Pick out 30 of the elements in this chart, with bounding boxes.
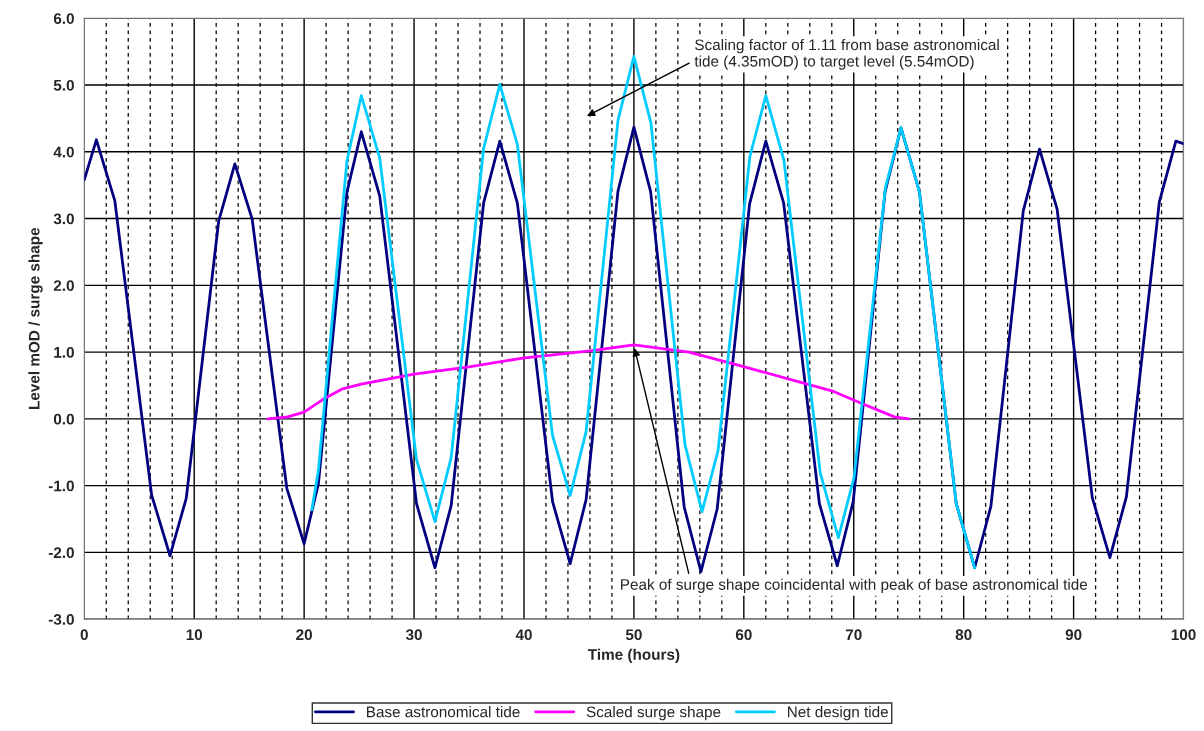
x-tick-label: 50: [625, 629, 642, 641]
legend-label: Base astronomical tide: [367, 706, 520, 718]
x-tick-label: 100: [1171, 629, 1196, 641]
x-tick-label: 80: [955, 629, 972, 641]
annotation: Scaling factor of 1.11 from base astronomical tide (4.35mOD) to target level (5.54mOD): [694, 38, 999, 70]
x-tick-label: 40: [515, 629, 532, 641]
y-tick-label: 1.0: [54, 346, 74, 358]
annotation: Peak of surge shape coincidental with peak of base astronomical tide: [621, 578, 1088, 593]
y-tick-label: -2.0: [48, 547, 74, 559]
y-tick-label: 6.0: [53, 13, 74, 24]
y-tick-label: -1.0: [48, 480, 74, 492]
x-tick-label: 0: [80, 629, 88, 641]
y-tick-label: -3.0: [48, 614, 74, 625]
y-tick-label: 4.0: [53, 146, 74, 158]
legend-label: Net design tide: [787, 706, 888, 721]
x-tick-label: 90: [1065, 629, 1082, 641]
y-tick-label: 0.0: [53, 413, 74, 425]
line-series: [310, 54, 977, 570]
line-series: [266, 343, 911, 421]
y-tick-label: 2.0: [53, 280, 74, 292]
y-tick-label: 3.0: [53, 213, 74, 225]
y-axis-title: Level mOD / surge shape: [28, 227, 43, 409]
x-tick-label: 30: [405, 629, 422, 641]
x-tick-label: 10: [186, 629, 203, 641]
x-tick-label: 60: [735, 629, 752, 641]
legend-label: Scaled surge shape: [586, 706, 721, 721]
x-axis-title: Time (hours): [587, 648, 680, 663]
y-tick-label: 5.0: [53, 79, 74, 91]
x-tick-label: 70: [845, 629, 862, 641]
x-tick-label: 20: [296, 629, 312, 641]
